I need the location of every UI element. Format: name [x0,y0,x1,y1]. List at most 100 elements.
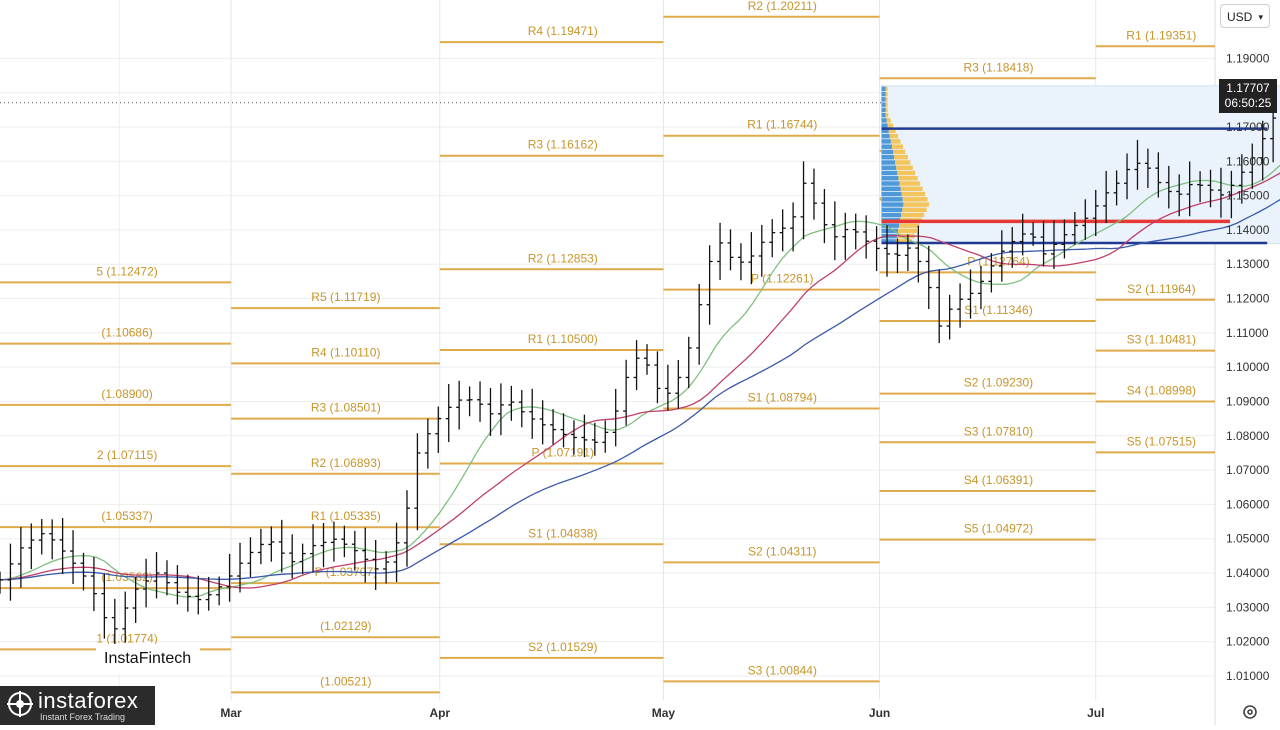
ohlc-bar [49,519,56,560]
ohlc-bar [790,202,797,252]
y-tick-label: 1.06000 [1226,497,1270,511]
volume-bar [881,118,887,123]
y-tick-label: 1.11000 [1226,326,1269,340]
ohlc-bar [967,269,974,319]
ohlc-bar [362,527,369,583]
ohlc-bar [153,552,160,599]
ohlc-bar [518,390,525,428]
pivot-level-label: 5 (1.12472) [96,264,157,278]
pivot-level-label: S1 (1.04838) [528,526,597,540]
ohlc-bar [654,351,661,404]
ohlc-bar [904,234,911,271]
pivot-level-label: R4 (1.10110) [311,345,380,359]
volume-bar [901,191,926,197]
ohlc-bar [936,269,943,344]
ohlc-bar [508,385,515,421]
ohlc-bar [70,530,77,585]
volume-bar [881,223,900,228]
ohlc-bar [289,534,296,579]
volume-bar [899,181,921,186]
ohlc-bar [414,433,421,531]
currency-selector[interactable]: USD ▾ [1220,4,1270,28]
ohlc-bar [80,552,87,591]
instafintech-logo: InstaFintech [96,644,200,674]
y-tick-label: 1.04000 [1226,566,1270,580]
volume-bar [881,139,891,144]
ohlc-bar [226,553,233,602]
ohlc-bar [163,560,170,596]
ohlc-bar [737,243,744,281]
pivot-level-label: S2 (1.04311) [748,544,817,558]
volume-bar [885,97,888,102]
pivot-level-label: S5 (1.07515) [1127,434,1196,448]
ohlc-bar [706,245,713,325]
y-tick-label: 1.07000 [1226,463,1270,477]
volume-bar [890,139,901,144]
ohlc-bar [195,575,202,615]
volume-bar [897,170,916,176]
pivot-level-label: R2 (1.06893) [311,456,381,470]
instafintech-text: InstaFintech [104,650,192,667]
volume-bar [885,107,888,113]
ohlc-bar [7,543,14,601]
pivot-level-label: P (1.12764) [967,254,1030,268]
volume-bar [881,202,904,207]
ohlc-bar [1207,169,1214,208]
volume-bar [899,223,920,228]
volume-bar [881,160,896,165]
pivot-level-label: R3 (1.16162) [528,138,598,152]
ohlc-bar [1165,165,1172,209]
ohlc-bar [863,215,870,259]
month-label: May [652,706,676,720]
ohlc-bar [884,225,891,277]
pivot-level-label: R3 (1.18418) [963,60,1033,74]
volume-bar [901,212,925,218]
ohlc-bar [852,213,859,250]
ohlc-bar [581,414,588,458]
ohlc-bar [497,383,504,436]
ohlc-bar [111,598,118,649]
ohlc-bar [1082,199,1089,240]
volume-bar [881,207,903,213]
volume-bar [881,165,897,170]
price-axis: 1.190001.180001.170001.160001.150001.140… [1226,51,1270,683]
ohlc-bar [445,384,452,443]
ohlc-bar [925,245,932,310]
y-tick-label: 1.12000 [1226,292,1270,306]
ohlc-bar [539,400,546,445]
ohlc-bar [633,340,640,391]
ohlc-bar [435,406,442,453]
ohlc-bar [1238,154,1245,204]
pivot-level-label: S3 (1.00844) [748,663,817,677]
ohlc-bar [1144,148,1151,189]
pivot-level-label: R2 (1.20211) [748,0,817,13]
volume-bar [885,102,888,107]
volume-bar [887,123,894,128]
pivot-level-label: S5 (1.04972) [964,522,1033,536]
ohlc-bar [320,522,327,568]
ohlc-bar [873,226,880,272]
time-axis: Mar Apr May Jun Jul [220,706,1104,720]
volume-bar [881,176,899,181]
ohlc-bar [1186,161,1193,217]
pivot-level-label: R1 (1.16744) [747,118,817,132]
ohlc-bar [1197,171,1204,203]
ohlc-bar [1228,170,1235,219]
pivot-level-label: S3 (1.10481) [1127,333,1196,347]
ohlc-bar [1249,143,1256,189]
ohlc-bar [1040,220,1047,267]
month-label: Apr [429,706,450,720]
volume-bar [888,128,896,134]
pivot-level-label: R3 (1.08501) [311,401,381,415]
volume-bar [881,239,896,244]
volume-bar [885,112,889,118]
pivot-level-label: S2 (1.01529) [528,640,597,654]
ohlc-bar [894,238,901,273]
settings-gear-icon[interactable] [1240,702,1260,722]
ohlc-bar [90,556,97,612]
pivot-level-label: S2 (1.09230) [964,376,1033,390]
pivot-level-label: (1.05337) [101,509,152,523]
ohlc-bar [184,574,191,612]
volume-bar [895,160,911,165]
